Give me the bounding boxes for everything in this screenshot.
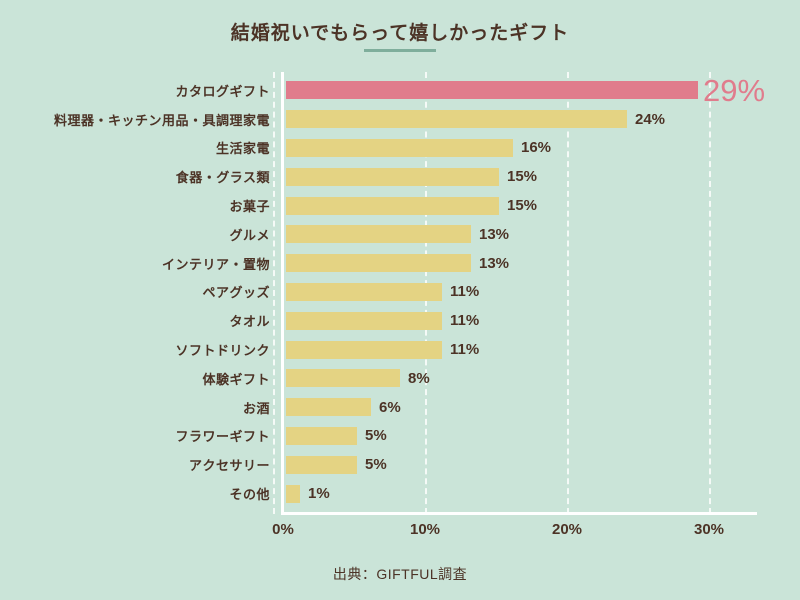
- category-label: ソフトドリンク: [175, 343, 270, 359]
- x-tick-label: 20%: [551, 521, 583, 538]
- bar: [286, 81, 698, 100]
- value-label: 15%: [507, 197, 538, 215]
- chart-row: タオル 11%: [0, 306, 800, 335]
- value-label: 6%: [379, 398, 401, 416]
- bar: [286, 398, 371, 417]
- value-label: 5%: [365, 456, 387, 474]
- chart-row: インテリア・置物 13%: [0, 249, 800, 278]
- category-label: 食器・グラス類: [175, 170, 270, 186]
- title-underline: [364, 49, 436, 52]
- value-label: 15%: [507, 168, 538, 186]
- chart-row: お菓子 15%: [0, 191, 800, 220]
- chart-row: フラワーギフト 5%: [0, 422, 800, 451]
- x-axis-line: [281, 512, 757, 515]
- chart-row: 食器・グラス類 15%: [0, 162, 800, 191]
- bar: [286, 340, 442, 359]
- category-label: グルメ: [229, 227, 270, 243]
- category-label: タオル: [229, 314, 270, 330]
- category-label: インテリア・置物: [161, 256, 270, 272]
- chart-row: 料理器・キッチン用品・具調理家電 24%: [0, 105, 800, 134]
- gridline-0%: [273, 72, 275, 514]
- chart-row: お酒 6%: [0, 393, 800, 422]
- category-label: 料理器・キッチン用品・具調理家電: [53, 112, 270, 128]
- category-label: カタログギフト: [175, 83, 270, 99]
- bar: [286, 110, 627, 129]
- bar: [286, 225, 471, 244]
- category-label: お酒: [242, 400, 270, 416]
- category-label: お菓子: [229, 199, 270, 215]
- bar: [286, 311, 442, 330]
- bar: [286, 369, 400, 388]
- category-label: 生活家電: [215, 141, 270, 157]
- value-label: 13%: [479, 254, 510, 272]
- value-label: 29%: [703, 72, 766, 108]
- bar: [286, 455, 357, 474]
- chart-row: アクセサリー 5%: [0, 450, 800, 479]
- value-label: 24%: [635, 110, 666, 128]
- x-tick-label: 30%: [693, 521, 725, 538]
- bar: [286, 426, 357, 445]
- chart-row: カタログギフト 29%: [0, 72, 800, 108]
- chart-row: 体験ギフト 8%: [0, 364, 800, 393]
- category-label: フラワーギフト: [175, 429, 270, 445]
- gridline-30%: [709, 72, 711, 514]
- value-label: 11%: [450, 283, 480, 301]
- chart-row: ペアグッズ 11%: [0, 278, 800, 307]
- bar: [286, 282, 442, 301]
- category-label: 体験ギフト: [202, 371, 270, 387]
- category-label: アクセサリー: [188, 458, 270, 474]
- source-note: 出典：GIFTFUL調査: [332, 566, 468, 582]
- x-tick-label: 0%: [272, 521, 294, 538]
- bar: [286, 254, 471, 273]
- value-label: 11%: [450, 312, 480, 330]
- value-label: 11%: [450, 341, 480, 359]
- category-label: ペアグッズ: [202, 285, 270, 301]
- chart-title: 結婚祝いでもらって嬉しかったギフト: [230, 23, 570, 44]
- y-axis-line: [281, 72, 284, 515]
- category-label: その他: [229, 487, 270, 503]
- value-label: 16%: [521, 139, 552, 157]
- bars-container: カタログギフト 29% 料理器・キッチン用品・具調理家電 24% 生活家電 16% 食器・グ…: [0, 72, 800, 508]
- bar: [286, 196, 499, 215]
- gridline-20%: [567, 72, 569, 514]
- value-label: 1%: [308, 485, 330, 503]
- value-label: 13%: [479, 225, 510, 243]
- bar: [286, 484, 300, 503]
- chart-row: グルメ 13%: [0, 220, 800, 249]
- chart-row: その他 1%: [0, 479, 800, 508]
- bar: [286, 167, 499, 186]
- chart-row: 生活家電 16%: [0, 134, 800, 163]
- x-tick-label: 10%: [409, 521, 441, 538]
- value-label: 8%: [408, 369, 430, 387]
- value-label: 5%: [365, 427, 387, 445]
- bar: [286, 138, 513, 157]
- chart-row: ソフトドリンク 11%: [0, 335, 800, 364]
